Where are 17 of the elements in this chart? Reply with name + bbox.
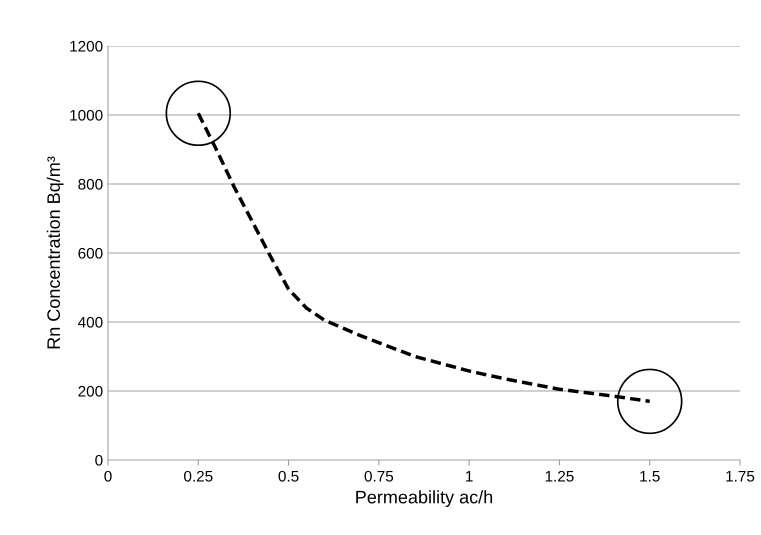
y-axis-title: Rn Concentration Bq/m³	[46, 156, 64, 348]
y-tick-label: 800	[78, 178, 103, 190]
x-tick-label: 0	[104, 470, 112, 482]
x-tick-label: 0.25	[184, 470, 213, 482]
x-tick-label: 1.25	[546, 470, 574, 482]
x-tick-label: 0.5	[278, 470, 299, 482]
x-tick-label: 1	[466, 470, 473, 482]
x-axis-title: Permeability ac/h	[356, 490, 492, 508]
y-tick-label: 200	[78, 386, 103, 397]
y-tick-label: 1200	[70, 40, 103, 52]
y-tick-label: 600	[78, 248, 103, 259]
x-tick-label: 0.75	[364, 470, 394, 482]
x-tick-label: 1.75	[726, 470, 754, 482]
y-tick-label: 400	[78, 316, 103, 328]
y-tick-label: 0	[95, 454, 103, 466]
x-tick-label: 1.5	[640, 470, 660, 482]
y-tick-label: 1000	[70, 110, 103, 121]
